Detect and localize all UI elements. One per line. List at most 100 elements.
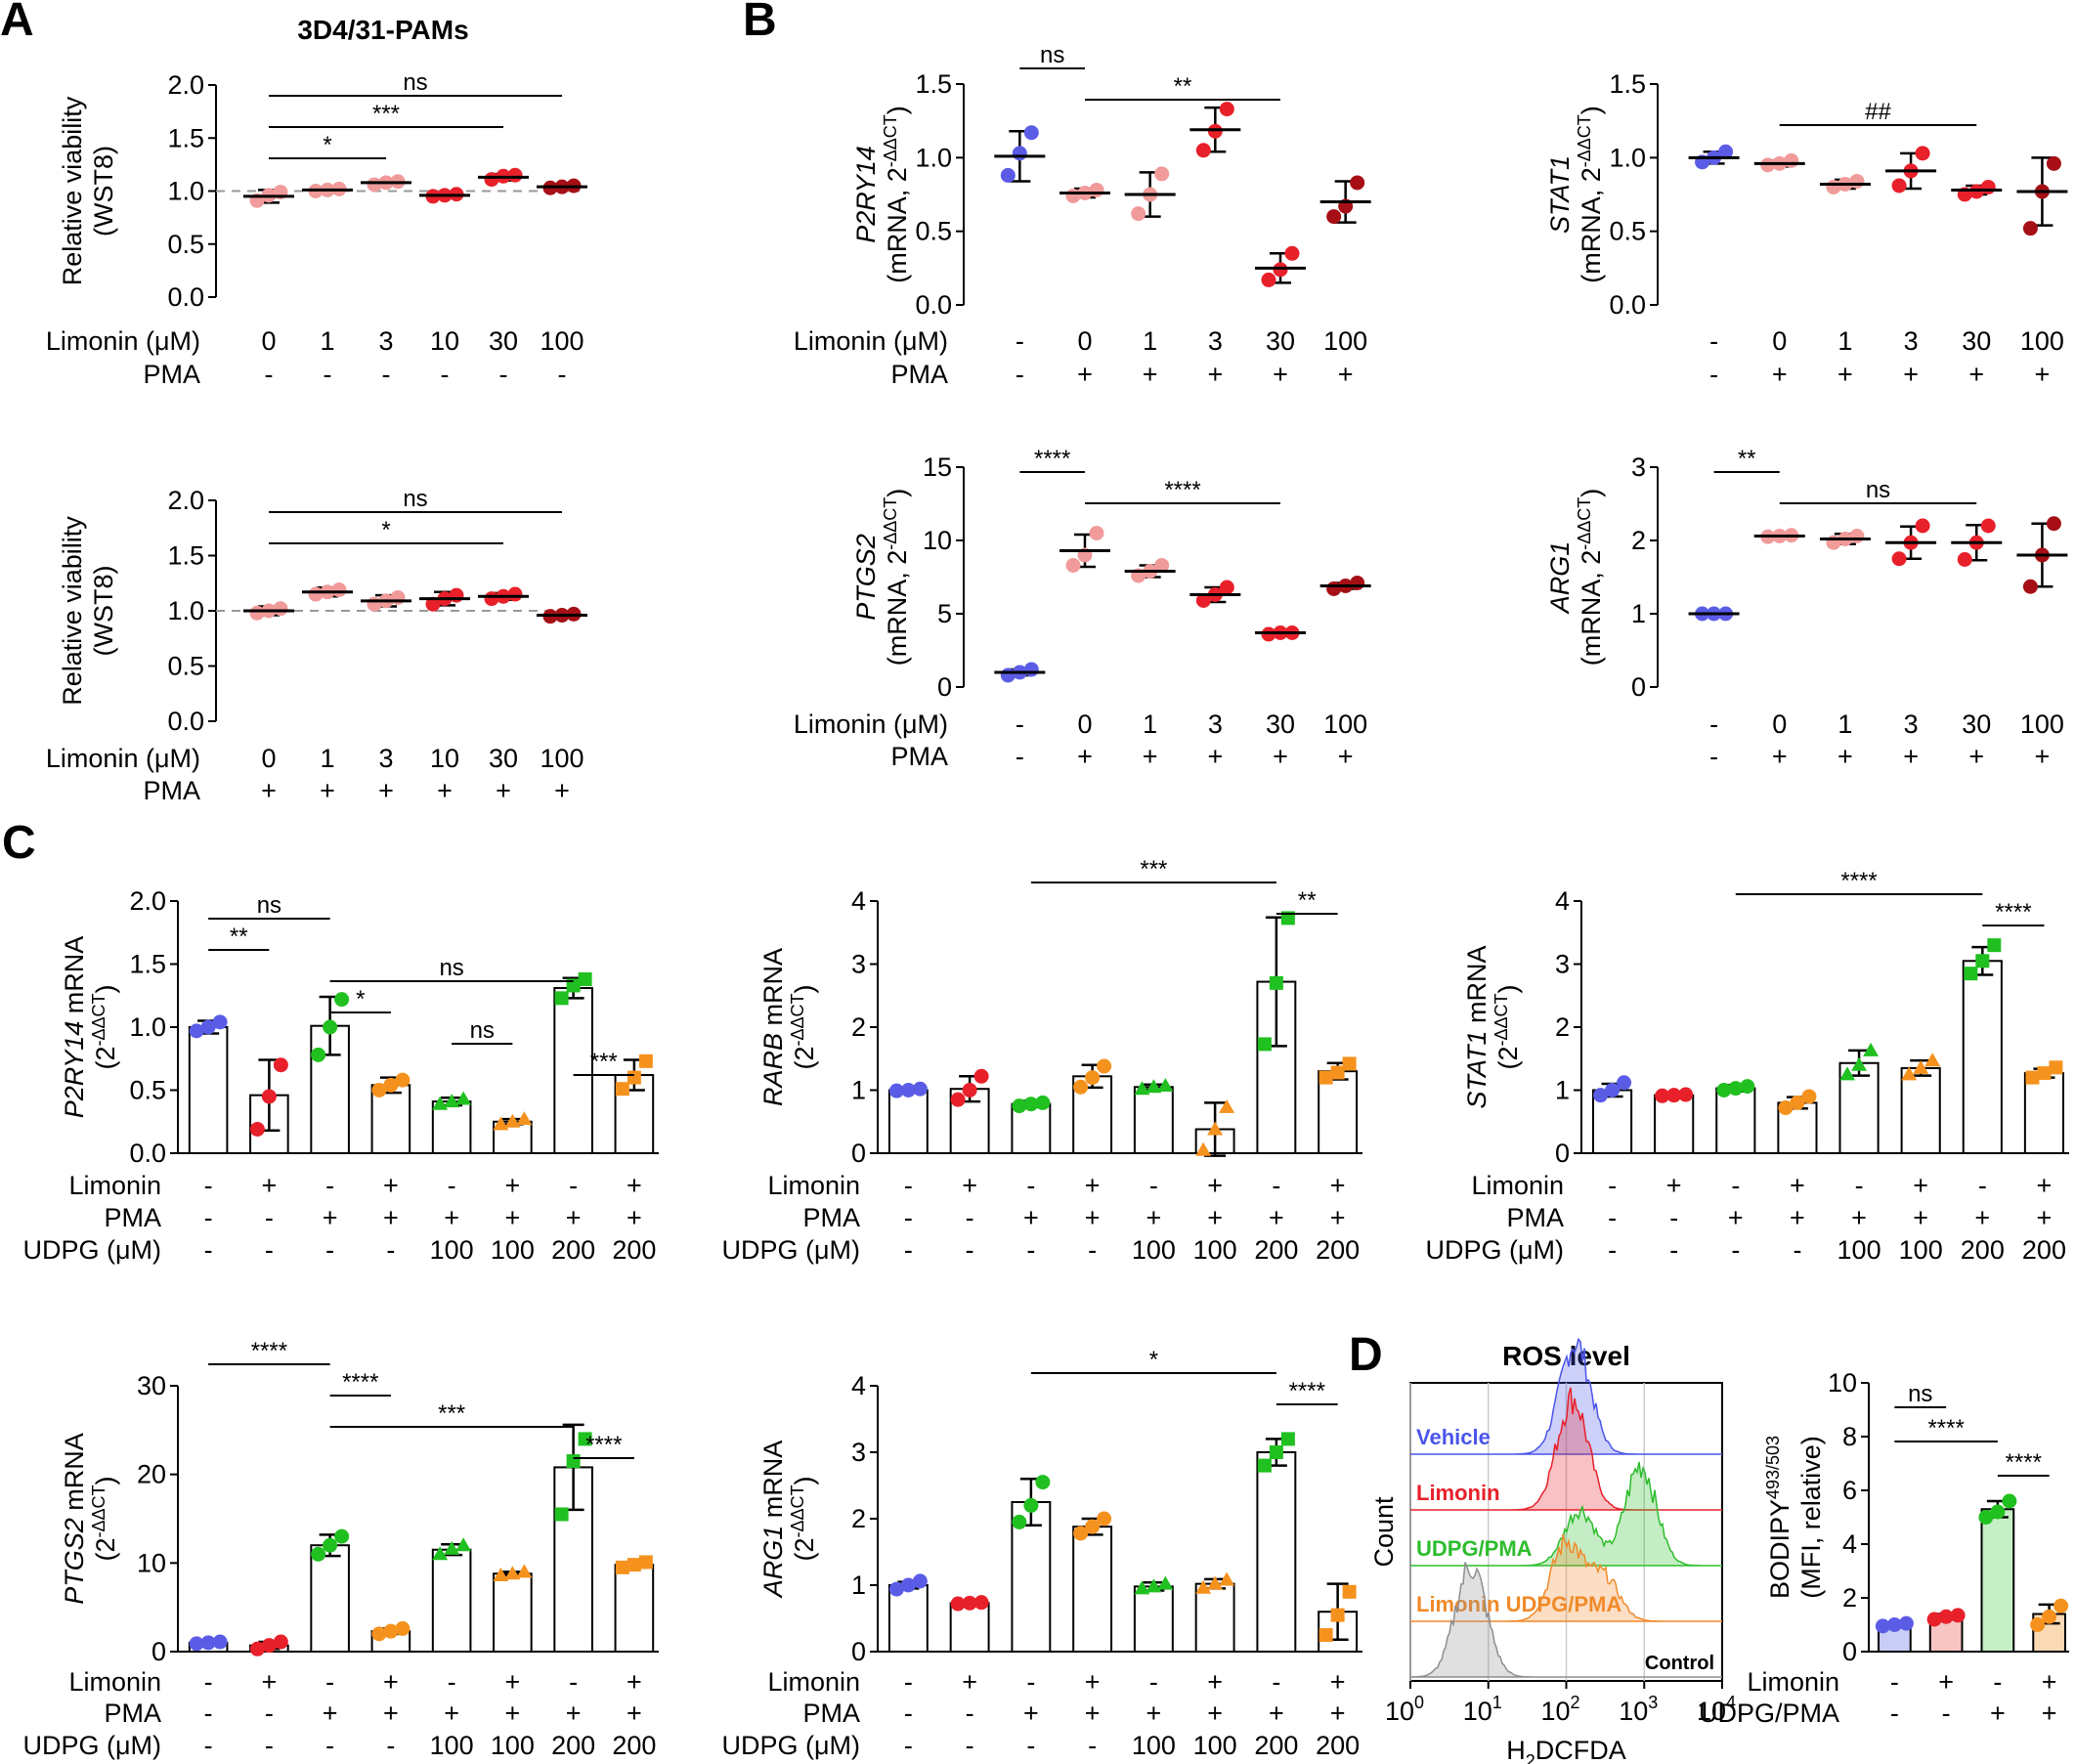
- c4-data-point: [432, 1546, 449, 1561]
- c2-row-value: -: [1026, 1235, 1035, 1265]
- b1-y-label-unit: (mRNA, 2-ΔΔCT): [881, 106, 912, 283]
- c1-data-point: [273, 1057, 288, 1073]
- b1-row-value: -: [1016, 326, 1024, 356]
- c2-bar: [887, 1089, 929, 1154]
- c5-y-tick-label: 1: [851, 1570, 866, 1600]
- b2-row-value: +: [1968, 360, 1984, 389]
- b3-row-value: 30: [1266, 710, 1295, 739]
- panel-a-title: 3D4/31-PAMs: [297, 15, 468, 45]
- c3-row-value: -: [1793, 1235, 1801, 1265]
- c2-y-tick-label: 1: [851, 1076, 866, 1105]
- c2-row-value: 100: [1132, 1235, 1176, 1265]
- c1-y-tick-label: 1.0: [129, 1012, 166, 1042]
- c1-row-value: -: [204, 1235, 213, 1265]
- b4-data-point: [2046, 516, 2061, 532]
- chart-d2: 0 2 4 6 8 10 BODIPY493/503 (MFI, relative) Limon…: [1699, 1368, 2069, 1728]
- a2-y-label: Relative viability: [58, 516, 87, 706]
- c3-bar: [1591, 1089, 1633, 1154]
- c1-row-value: -: [325, 1171, 334, 1200]
- b3-y-label-unit: (mRNA, 2-ΔΔCT): [881, 489, 912, 667]
- b3-row-value: -: [1016, 710, 1024, 739]
- b4-row-value: +: [1903, 742, 1919, 771]
- c1-row-value: -: [204, 1171, 213, 1200]
- c3-data-point: [1839, 1066, 1856, 1081]
- b3-row-value: 0: [1077, 710, 1092, 739]
- c3-row-value: -: [1608, 1171, 1617, 1200]
- c2-data-point: [1318, 1070, 1333, 1085]
- b3-row-value: +: [1207, 742, 1223, 771]
- c5-row-value: +: [1207, 1699, 1223, 1728]
- b1-row-value: 3: [1208, 326, 1223, 356]
- c5-row-value: +: [1146, 1699, 1161, 1728]
- c2-row-value: +: [1023, 1203, 1039, 1232]
- c2-data-point: [1157, 1077, 1174, 1092]
- c5-data-point: [1023, 1497, 1039, 1513]
- c2-data-point: [973, 1068, 989, 1084]
- b2-data-point: [1980, 179, 1996, 194]
- a2-row-value: 10: [430, 744, 459, 773]
- b1-row-value: 1: [1143, 326, 1157, 356]
- panel-letter-b: B: [743, 0, 777, 46]
- b3-row-value: 1: [1143, 710, 1157, 739]
- b3-row-value: +: [1273, 742, 1288, 771]
- c5-row-value: +: [1085, 1699, 1101, 1728]
- c1-data-point: [554, 991, 569, 1006]
- c5-row-value: +: [1330, 1699, 1346, 1728]
- b3-row-value: -: [1016, 742, 1024, 771]
- c2-data-point: [1330, 1065, 1345, 1080]
- c4-row-value: +: [323, 1699, 338, 1728]
- c5-y-tick-label: 3: [851, 1438, 866, 1467]
- c1-row-label: UDPG (μM): [22, 1235, 161, 1265]
- c2-row-label: PMA: [802, 1203, 860, 1232]
- b2-row-value: +: [1903, 360, 1919, 389]
- b1-data-point: [1012, 146, 1027, 161]
- a2-row-value: 30: [489, 744, 518, 773]
- a2-row-value: +: [320, 776, 335, 805]
- c1-data-point: [261, 1089, 277, 1104]
- c3-data-point: [1593, 1088, 1609, 1103]
- b3-data-point: [1089, 526, 1104, 540]
- d1-histogram-vehicle: [1410, 1337, 1722, 1455]
- c4-sig-label: ****: [585, 1432, 622, 1458]
- b4-y-label-unit: (mRNA, 2-ΔΔCT): [1575, 489, 1606, 667]
- c1-y-tick-label: 0.5: [129, 1076, 166, 1105]
- a1-y-tick-label: 0.5: [167, 230, 204, 259]
- c4-y-tick-label: 10: [137, 1548, 166, 1577]
- c4-data-point: [334, 1528, 350, 1544]
- c4-row-value: -: [265, 1699, 274, 1728]
- c1-row-value: 100: [491, 1235, 535, 1265]
- d1-histogram-limonin-udpg-pma: [1410, 1533, 1722, 1622]
- c5-row-value: +: [1269, 1699, 1284, 1728]
- a1-row-value: 1: [320, 326, 334, 356]
- c1-row-value: +: [383, 1203, 399, 1232]
- c2-sig-label: ***: [1140, 856, 1167, 882]
- b1-row-value: 0: [1077, 326, 1092, 356]
- b1-data-point: [1154, 166, 1170, 182]
- c4-row-value: -: [204, 1699, 213, 1728]
- c5-sig-label: ****: [1289, 1378, 1325, 1404]
- c3-y-tick-label: 3: [1555, 950, 1570, 979]
- b2-data-point: [1915, 146, 1930, 161]
- c5-row-value: -: [1149, 1667, 1158, 1697]
- c3-row-value: +: [1790, 1203, 1805, 1232]
- c2-data-point: [1195, 1141, 1212, 1156]
- b2-row-value: +: [1837, 360, 1853, 389]
- a2-row-value: 1: [320, 744, 334, 773]
- b1-data-point: [1219, 102, 1234, 117]
- c1-data-point: [615, 1082, 629, 1097]
- chart-c1: 0.0 0.5 1.0 1.5 2.0 P2RY14 mRNA(2-ΔΔCT) Limoni…: [22, 886, 659, 1265]
- b1-y-tick-label: 0.0: [915, 290, 952, 320]
- c4-data-point: [516, 1564, 533, 1578]
- b1-data-point: [1000, 167, 1016, 183]
- c3-row-label: UDPG (μM): [1425, 1235, 1564, 1265]
- c1-row-label: Limonin: [68, 1171, 161, 1200]
- c2-row-value: +: [1207, 1171, 1223, 1200]
- c2-row-value: 200: [1316, 1235, 1360, 1265]
- c4-data-point: [371, 1626, 387, 1642]
- c2-row-value: +: [1207, 1203, 1223, 1232]
- b3-y-tick-label: 5: [937, 599, 952, 628]
- b1-data-point: [1284, 245, 1300, 261]
- b2-data-point: [1891, 178, 1907, 194]
- a2-data-point: [449, 587, 464, 603]
- c1-sig-label: ns: [470, 1017, 495, 1044]
